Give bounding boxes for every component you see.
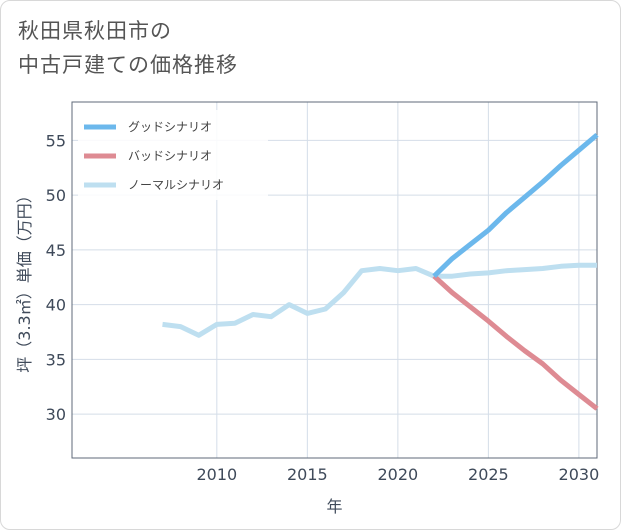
x-tick-label: 2015 (287, 465, 328, 484)
plot-frame (71, 101, 598, 459)
tick-labels: 2010 2015 2020 2025 2030 30 35 40 45 50 55 (46, 131, 600, 484)
title-line-1: 秋田県秋田市の (18, 19, 172, 43)
legend-item-good[interactable]: グッドシナリオ (84, 120, 212, 134)
grid (72, 102, 597, 458)
good-scenario-line (432, 132, 599, 278)
x-axis-label: 年 (326, 497, 342, 516)
normal-scenario-line (162, 262, 597, 338)
series-layer (162, 132, 599, 411)
y-tick-label: 50 (46, 186, 66, 205)
legend-label: バッドシナリオ (128, 149, 212, 163)
y-tick-label: 45 (46, 241, 66, 260)
legend-label: ノーマルシナリオ (128, 178, 224, 192)
legend-item-normal[interactable]: ノーマルシナリオ (84, 178, 224, 192)
y-tick-label: 30 (46, 405, 66, 424)
legend-item-bad[interactable]: バッドシナリオ (84, 149, 212, 163)
y-tick-label: 55 (46, 131, 66, 150)
y-axis-label: 坪（3.3㎡）単価（万円） (15, 187, 34, 372)
legend-label: グッドシナリオ (128, 120, 212, 134)
bad-scenario-line (432, 274, 599, 411)
x-tick-label: 2010 (196, 465, 237, 484)
chart-title: 秋田県秋田市の 中古戸建ての価格推移 (18, 14, 238, 82)
x-tick-label: 2030 (559, 465, 600, 484)
x-tick-label: 2020 (378, 465, 419, 484)
y-tick-label: 40 (46, 296, 66, 315)
x-tick-label: 2025 (468, 465, 509, 484)
title-line-2: 中古戸建ての価格推移 (18, 53, 238, 77)
y-tick-label: 35 (46, 350, 66, 369)
